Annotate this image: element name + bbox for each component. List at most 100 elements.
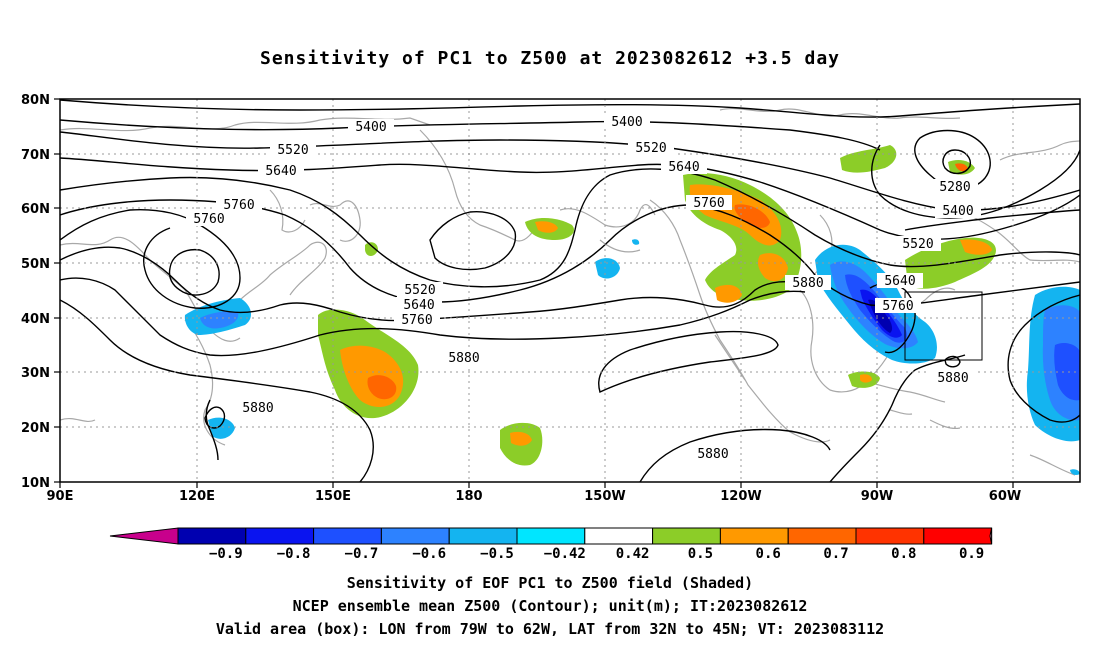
contour-label: 5400 [935, 203, 981, 219]
sensitivity-shading [184, 145, 1080, 475]
svg-text:5520: 5520 [404, 283, 435, 298]
colorbar-tick-label: −0.6 [412, 546, 446, 562]
valid-area-box [904, 291, 983, 361]
colorbar-tick-label: 0.8 [891, 546, 916, 562]
longitude-labels: 90E 120E 150E 180 150W 120W 90W 60W [47, 489, 1022, 504]
contour-labels: 5400 5400 5520 5520 5640 5640 5760 5760 … [186, 114, 981, 462]
colorbar-arrow-right [989, 527, 993, 545]
colorbar-swatch [787, 527, 857, 545]
contour-label: 5640 [396, 297, 442, 313]
positive-core-alaska-4 [715, 284, 742, 303]
svg-text:5880: 5880 [697, 447, 728, 462]
positive-core-alaska-2 [734, 204, 770, 228]
plot-area [60, 99, 1080, 482]
positive-region-greenland [840, 145, 897, 173]
tick-marks [54, 98, 1014, 488]
svg-text:5640: 5640 [265, 164, 296, 179]
colorbar-swatch [719, 527, 789, 545]
contour-label: 5520 [397, 282, 443, 298]
negative-core-atlantic-2 [1054, 342, 1080, 401]
positive-core-alaska-3 [757, 253, 788, 282]
lon-label: 90E [47, 489, 74, 504]
svg-text:5760: 5760 [401, 313, 432, 328]
contour-label: 5400 [604, 114, 650, 130]
lat-label: 50N [21, 257, 50, 272]
lat-label: 70N [21, 148, 50, 163]
contour-label: 5760 [216, 197, 262, 213]
colorbar-tick-label: 0.42 [616, 546, 650, 562]
colorbar-tick-label: 0.6 [756, 546, 781, 562]
colorbar-tick-label: 0.7 [823, 546, 848, 562]
colorbar-swatch [855, 527, 925, 545]
positive-core-gulf [860, 374, 872, 383]
lon-label: 180 [455, 489, 482, 504]
colorbar-tick-label: 0.9 [959, 546, 984, 562]
latitude-labels: 80N 70N 60N 50N 40N 30N 20N 10N [21, 93, 50, 491]
negative-region-taiwan [208, 417, 235, 439]
svg-text:5400: 5400 [355, 120, 386, 135]
contour-label: 5640 [258, 163, 304, 179]
colorbar-tick-label: −0.7 [345, 546, 379, 562]
colorbar-swatch [448, 527, 518, 545]
lon-label: 150E [315, 489, 351, 504]
colorbar-swatch [313, 527, 382, 545]
colorbar-tick-label: −0.42 [544, 546, 586, 562]
colorbar-arrow-left [109, 527, 179, 545]
svg-text:5880: 5880 [937, 371, 968, 386]
contour-label: 5760 [394, 312, 440, 328]
lat-label: 80N [21, 93, 50, 108]
colorbar-swatch [380, 527, 450, 545]
svg-text:5880: 5880 [242, 401, 273, 416]
svg-text:5280: 5280 [939, 180, 970, 195]
svg-text:5640: 5640 [403, 298, 434, 313]
lon-label: 90W [861, 489, 893, 504]
lat-label: 30N [21, 366, 50, 381]
contour-label: 5880 [235, 400, 281, 416]
colorbar-swatch [177, 527, 247, 545]
svg-text:5640: 5640 [884, 274, 915, 289]
contour-label: 5520 [895, 236, 941, 252]
svg-text:5760: 5760 [693, 196, 724, 211]
colorbar-tick-label: 0.5 [688, 546, 713, 562]
positive-core-greenland [955, 163, 968, 172]
negative-core-east-us-4 [868, 299, 893, 333]
colorbar-swatch [923, 527, 993, 545]
positive-core-nw-pacific-2 [367, 375, 397, 400]
positive-core-bering [535, 221, 558, 233]
svg-text:5400: 5400 [611, 115, 642, 130]
svg-text:5400: 5400 [942, 204, 973, 219]
lon-label: 120E [179, 489, 215, 504]
colorbar-swatch [516, 527, 586, 545]
lat-label: 60N [21, 202, 50, 217]
lat-label: 10N [21, 476, 50, 491]
colorbar-swatch [245, 527, 315, 545]
caption-line-3: Valid area (box): LON from 79W to 62W, L… [215, 620, 885, 638]
colorbar [109, 527, 993, 545]
positive-core-labrador [960, 239, 992, 255]
negative-dot-1 [1070, 469, 1080, 475]
caption-line-2: NCEP ensemble mean Z500 (Contour); unit(… [292, 597, 808, 615]
plot-frame [59, 98, 1081, 483]
contour-label: 5760 [875, 298, 921, 314]
negative-dot-2 [632, 239, 640, 245]
contour-label: 5520 [270, 142, 316, 158]
negative-core-japan [200, 311, 239, 329]
colorbar-swatch [584, 527, 654, 545]
contour-label: 5880 [785, 275, 831, 291]
colorbar-swatch [652, 527, 721, 545]
colorbar-labels: −0.9 −0.8 −0.7 −0.6 −0.5 −0.42 0.42 0.5 0.6 0.7 0.… [209, 546, 984, 562]
lat-label: 40N [21, 312, 50, 327]
svg-text:5760: 5760 [882, 299, 913, 314]
svg-text:5520: 5520 [902, 237, 933, 252]
colorbar-tick-label: −0.5 [480, 546, 514, 562]
svg-text:5760: 5760 [223, 198, 254, 213]
svg-text:5520: 5520 [635, 141, 666, 156]
contour-label: 5880 [690, 446, 736, 462]
svg-text:5880: 5880 [448, 351, 479, 366]
contour-label: 5760 [186, 211, 232, 227]
lon-label: 60W [989, 489, 1021, 504]
caption-line-1: Sensitivity of EOF PC1 to Z500 field (Sh… [346, 574, 754, 592]
colorbar-tick-label: −0.9 [209, 546, 243, 562]
lon-label: 150W [584, 489, 625, 504]
